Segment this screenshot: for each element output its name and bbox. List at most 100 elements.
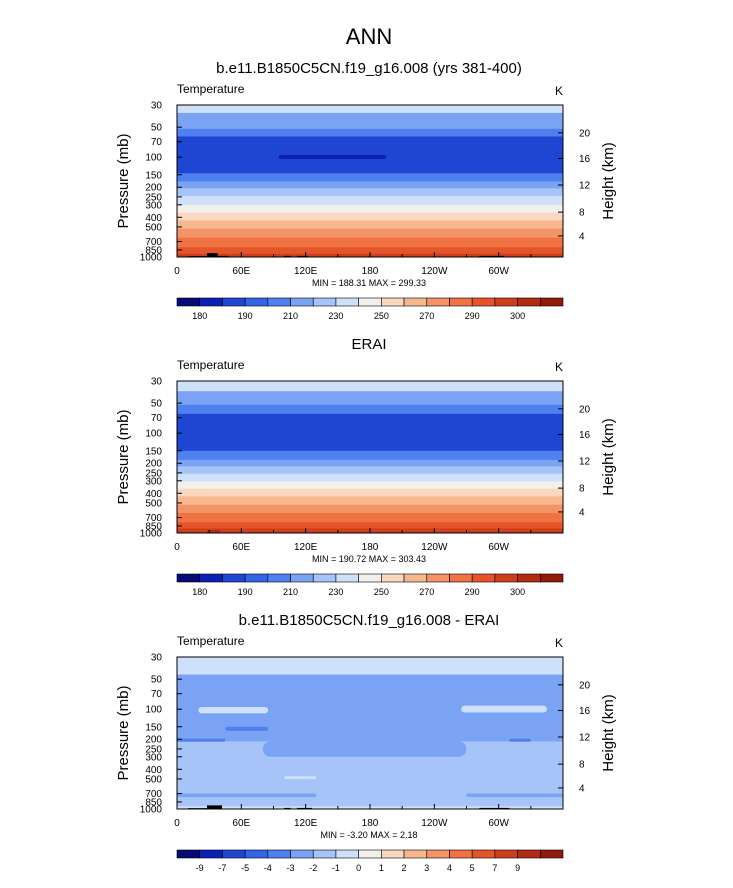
colorbar-swatch [471, 849, 496, 859]
contour-band [177, 512, 563, 523]
contour-band [177, 391, 563, 406]
x-tick-label: 180 [362, 818, 379, 829]
colorbar-label: 250 [374, 587, 389, 597]
colorbar-swatch [494, 849, 518, 859]
y2-tick-label: 8 [579, 760, 585, 771]
colorbar-label: 290 [465, 311, 480, 321]
y-tick-label: 30 [151, 653, 163, 664]
contour-band [177, 459, 563, 467]
y2-tick-label: 20 [579, 680, 591, 691]
colorbar-swatch [199, 297, 223, 307]
colorbar-swatch [517, 849, 541, 859]
terrain-mask [284, 807, 291, 809]
colorbar-swatch [403, 849, 428, 859]
chart-title: b.e11.B1850C5CN.f19_g16.008 (yrs 381-400… [216, 60, 522, 77]
y-tick-label: 500 [145, 498, 162, 509]
chart-title: ERAI [351, 336, 386, 353]
y2-axis-label: Height (km) [600, 694, 617, 772]
contour-band [177, 128, 563, 137]
y2-tick-label: 20 [579, 404, 591, 415]
colorbar-swatch [267, 297, 291, 307]
colorbar-label: 270 [419, 311, 434, 321]
chart-panel-1: b.e11.B1850C5CN.f19_g16.008 (yrs 381-400… [115, 60, 617, 321]
contour-patch [284, 776, 317, 779]
y2-axis-label: Height (km) [600, 142, 617, 220]
colorbar-label: 180 [192, 587, 207, 597]
y-tick-label: 400 [145, 213, 162, 224]
stats-label: MIN = 188.31 MAX = 299.33 [312, 278, 426, 288]
terrain-mask [207, 253, 218, 257]
colorbar-label: 180 [192, 311, 207, 321]
contour-patch [509, 738, 531, 742]
colorbar-swatch [381, 573, 405, 583]
colorbar-swatch [244, 849, 269, 859]
y2-tick-label: 20 [579, 128, 591, 139]
y2-tick-label: 12 [579, 457, 591, 468]
colorbar-swatch [176, 849, 201, 859]
y-axis-label: Pressure (mb) [115, 409, 132, 504]
contour-band [177, 481, 563, 490]
y-tick-label: 500 [145, 222, 162, 233]
stats-label: MIN = -3.20 MAX = 2.18 [320, 830, 417, 840]
contour-band [177, 237, 563, 248]
y-tick-label: 1000 [140, 529, 163, 540]
colorbar-swatch [539, 297, 564, 307]
colorbar-label: 270 [419, 587, 434, 597]
y2-tick-label: 16 [579, 430, 591, 441]
terrain-mask [297, 255, 308, 257]
colorbar-label: 210 [283, 311, 298, 321]
y-tick-label: 100 [145, 705, 162, 716]
contour-patch [177, 738, 226, 742]
x-tick-label: 120W [421, 266, 448, 277]
y-axis-label: Pressure (mb) [115, 133, 132, 228]
contour-band [177, 188, 563, 197]
colorbar-label: 290 [465, 587, 480, 597]
terrain-mask [284, 255, 291, 257]
contour-band [177, 220, 563, 230]
contour-patch [461, 705, 547, 713]
colorbar-swatch [290, 297, 314, 307]
y-tick-label: 850 [145, 797, 162, 808]
colorbar-swatch [426, 849, 450, 859]
colorbar-swatch [449, 849, 473, 859]
contour-band [177, 450, 563, 461]
contour-band [177, 466, 563, 475]
colorbar-label: 3 [424, 863, 429, 873]
colorbar-label: -3 [287, 863, 295, 873]
contour-band [177, 181, 563, 189]
y-tick-label: 100 [145, 153, 162, 164]
x-tick-label: 180 [362, 542, 379, 553]
colorbar-label: 300 [510, 587, 525, 597]
y-tick-label: 300 [145, 752, 162, 763]
y2-tick-label: 16 [579, 706, 591, 717]
colorbar-swatch [471, 297, 496, 307]
terrain-mask [479, 807, 510, 809]
units-label: K [555, 84, 563, 98]
variable-label: Temperature [177, 358, 245, 372]
colorbar-swatch [539, 849, 564, 859]
colorbar-label: 210 [283, 587, 298, 597]
x-tick-label: 120E [294, 542, 318, 553]
y2-tick-label: 16 [579, 154, 591, 165]
colorbar-swatch [176, 573, 201, 583]
y-tick-label: 850 [145, 245, 162, 256]
colorbar-label: -4 [264, 863, 272, 873]
terrain-mask [207, 529, 220, 533]
contour-band [177, 204, 563, 214]
y2-tick-label: 12 [579, 181, 591, 192]
y-axis-label: Pressure (mb) [115, 685, 132, 780]
contour-patch [278, 154, 387, 159]
y-tick-label: 300 [145, 200, 162, 211]
contour-band [177, 496, 563, 506]
colorbar-label: 0 [356, 863, 361, 873]
y-tick-label: 850 [145, 521, 162, 532]
terrain-mask [479, 255, 505, 257]
contour-patch [262, 741, 467, 757]
contour-band [177, 488, 563, 497]
contour-band [177, 196, 563, 206]
x-tick-label: 0 [174, 818, 180, 829]
y-tick-label: 1000 [140, 253, 163, 264]
y-tick-label: 200 [145, 735, 162, 746]
contour-band [177, 173, 563, 182]
x-tick-label: 120E [294, 818, 318, 829]
